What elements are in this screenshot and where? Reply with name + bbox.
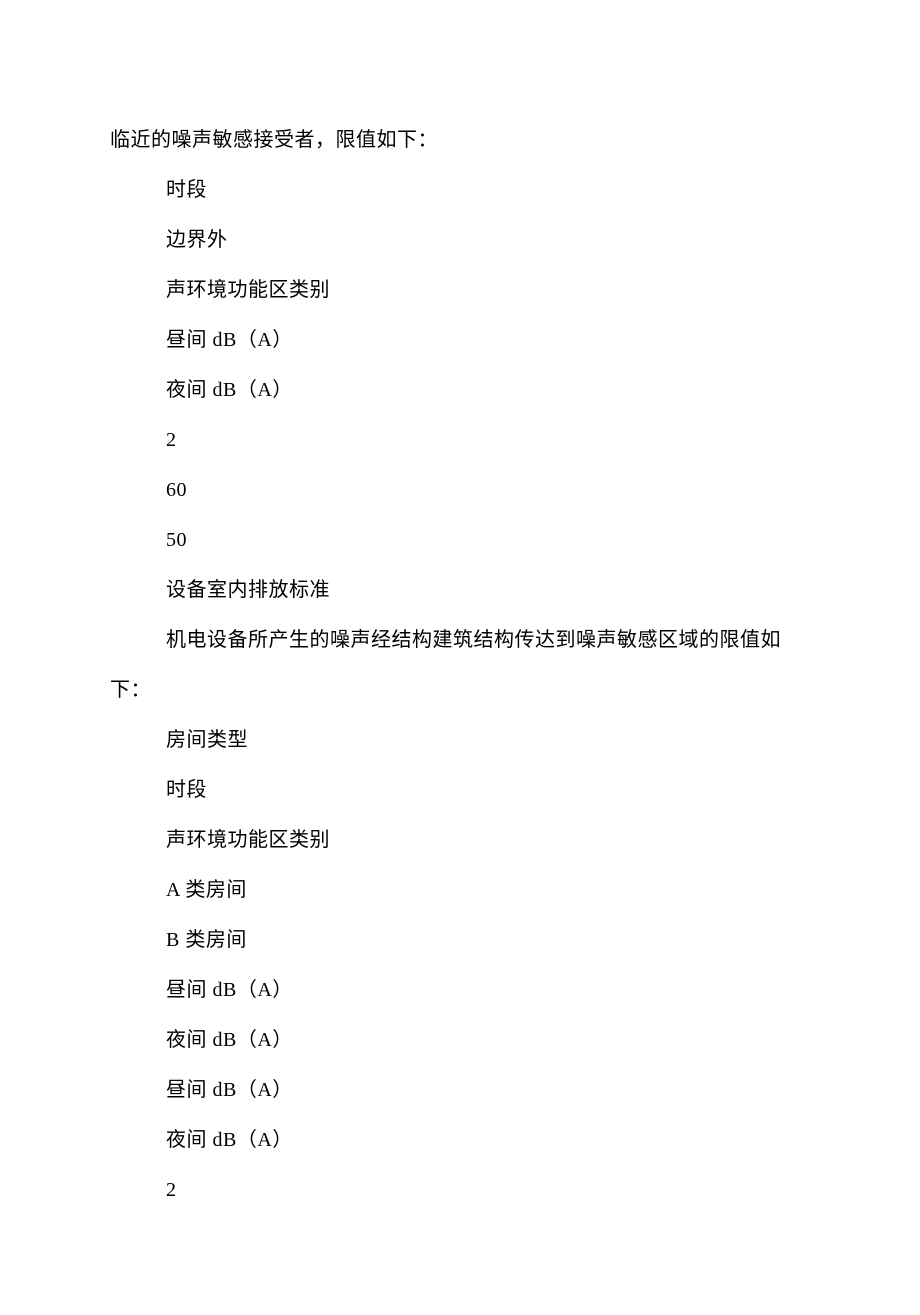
document-line: 昼间 dB（A） — [110, 315, 810, 365]
document-line: 2 — [110, 1165, 810, 1215]
document-line: 声环境功能区类别 — [110, 265, 810, 315]
document-line: 60 — [110, 465, 810, 515]
document-line: 50 — [110, 515, 810, 565]
document-line: 夜间 dB（A） — [110, 1015, 810, 1065]
document-line: 房间类型 — [110, 715, 810, 765]
document-line: A 类房间 — [110, 865, 810, 915]
document-line: 时段 — [110, 765, 810, 815]
document-page: 临近的噪声敏感接受者，限值如下： 时段 边界外 声环境功能区类别 昼间 dB（A… — [0, 0, 920, 1315]
document-line: 声环境功能区类别 — [110, 815, 810, 865]
document-line: 昼间 dB（A） — [110, 1065, 810, 1115]
document-line: 2 — [110, 415, 810, 465]
document-line: 夜间 dB（A） — [110, 1115, 810, 1165]
document-line: 临近的噪声敏感接受者，限值如下： — [110, 115, 810, 165]
document-line: 时段 — [110, 165, 810, 215]
document-line: 下： — [110, 665, 810, 715]
document-line: 夜间 dB（A） — [110, 365, 810, 415]
document-line: 机电设备所产生的噪声经结构建筑结构传达到噪声敏感区域的限值如 — [110, 615, 810, 665]
document-line: B 类房间 — [110, 915, 810, 965]
document-line: 边界外 — [110, 215, 810, 265]
document-line: 设备室内排放标准 — [110, 565, 810, 615]
document-line: 昼间 dB（A） — [110, 965, 810, 1015]
